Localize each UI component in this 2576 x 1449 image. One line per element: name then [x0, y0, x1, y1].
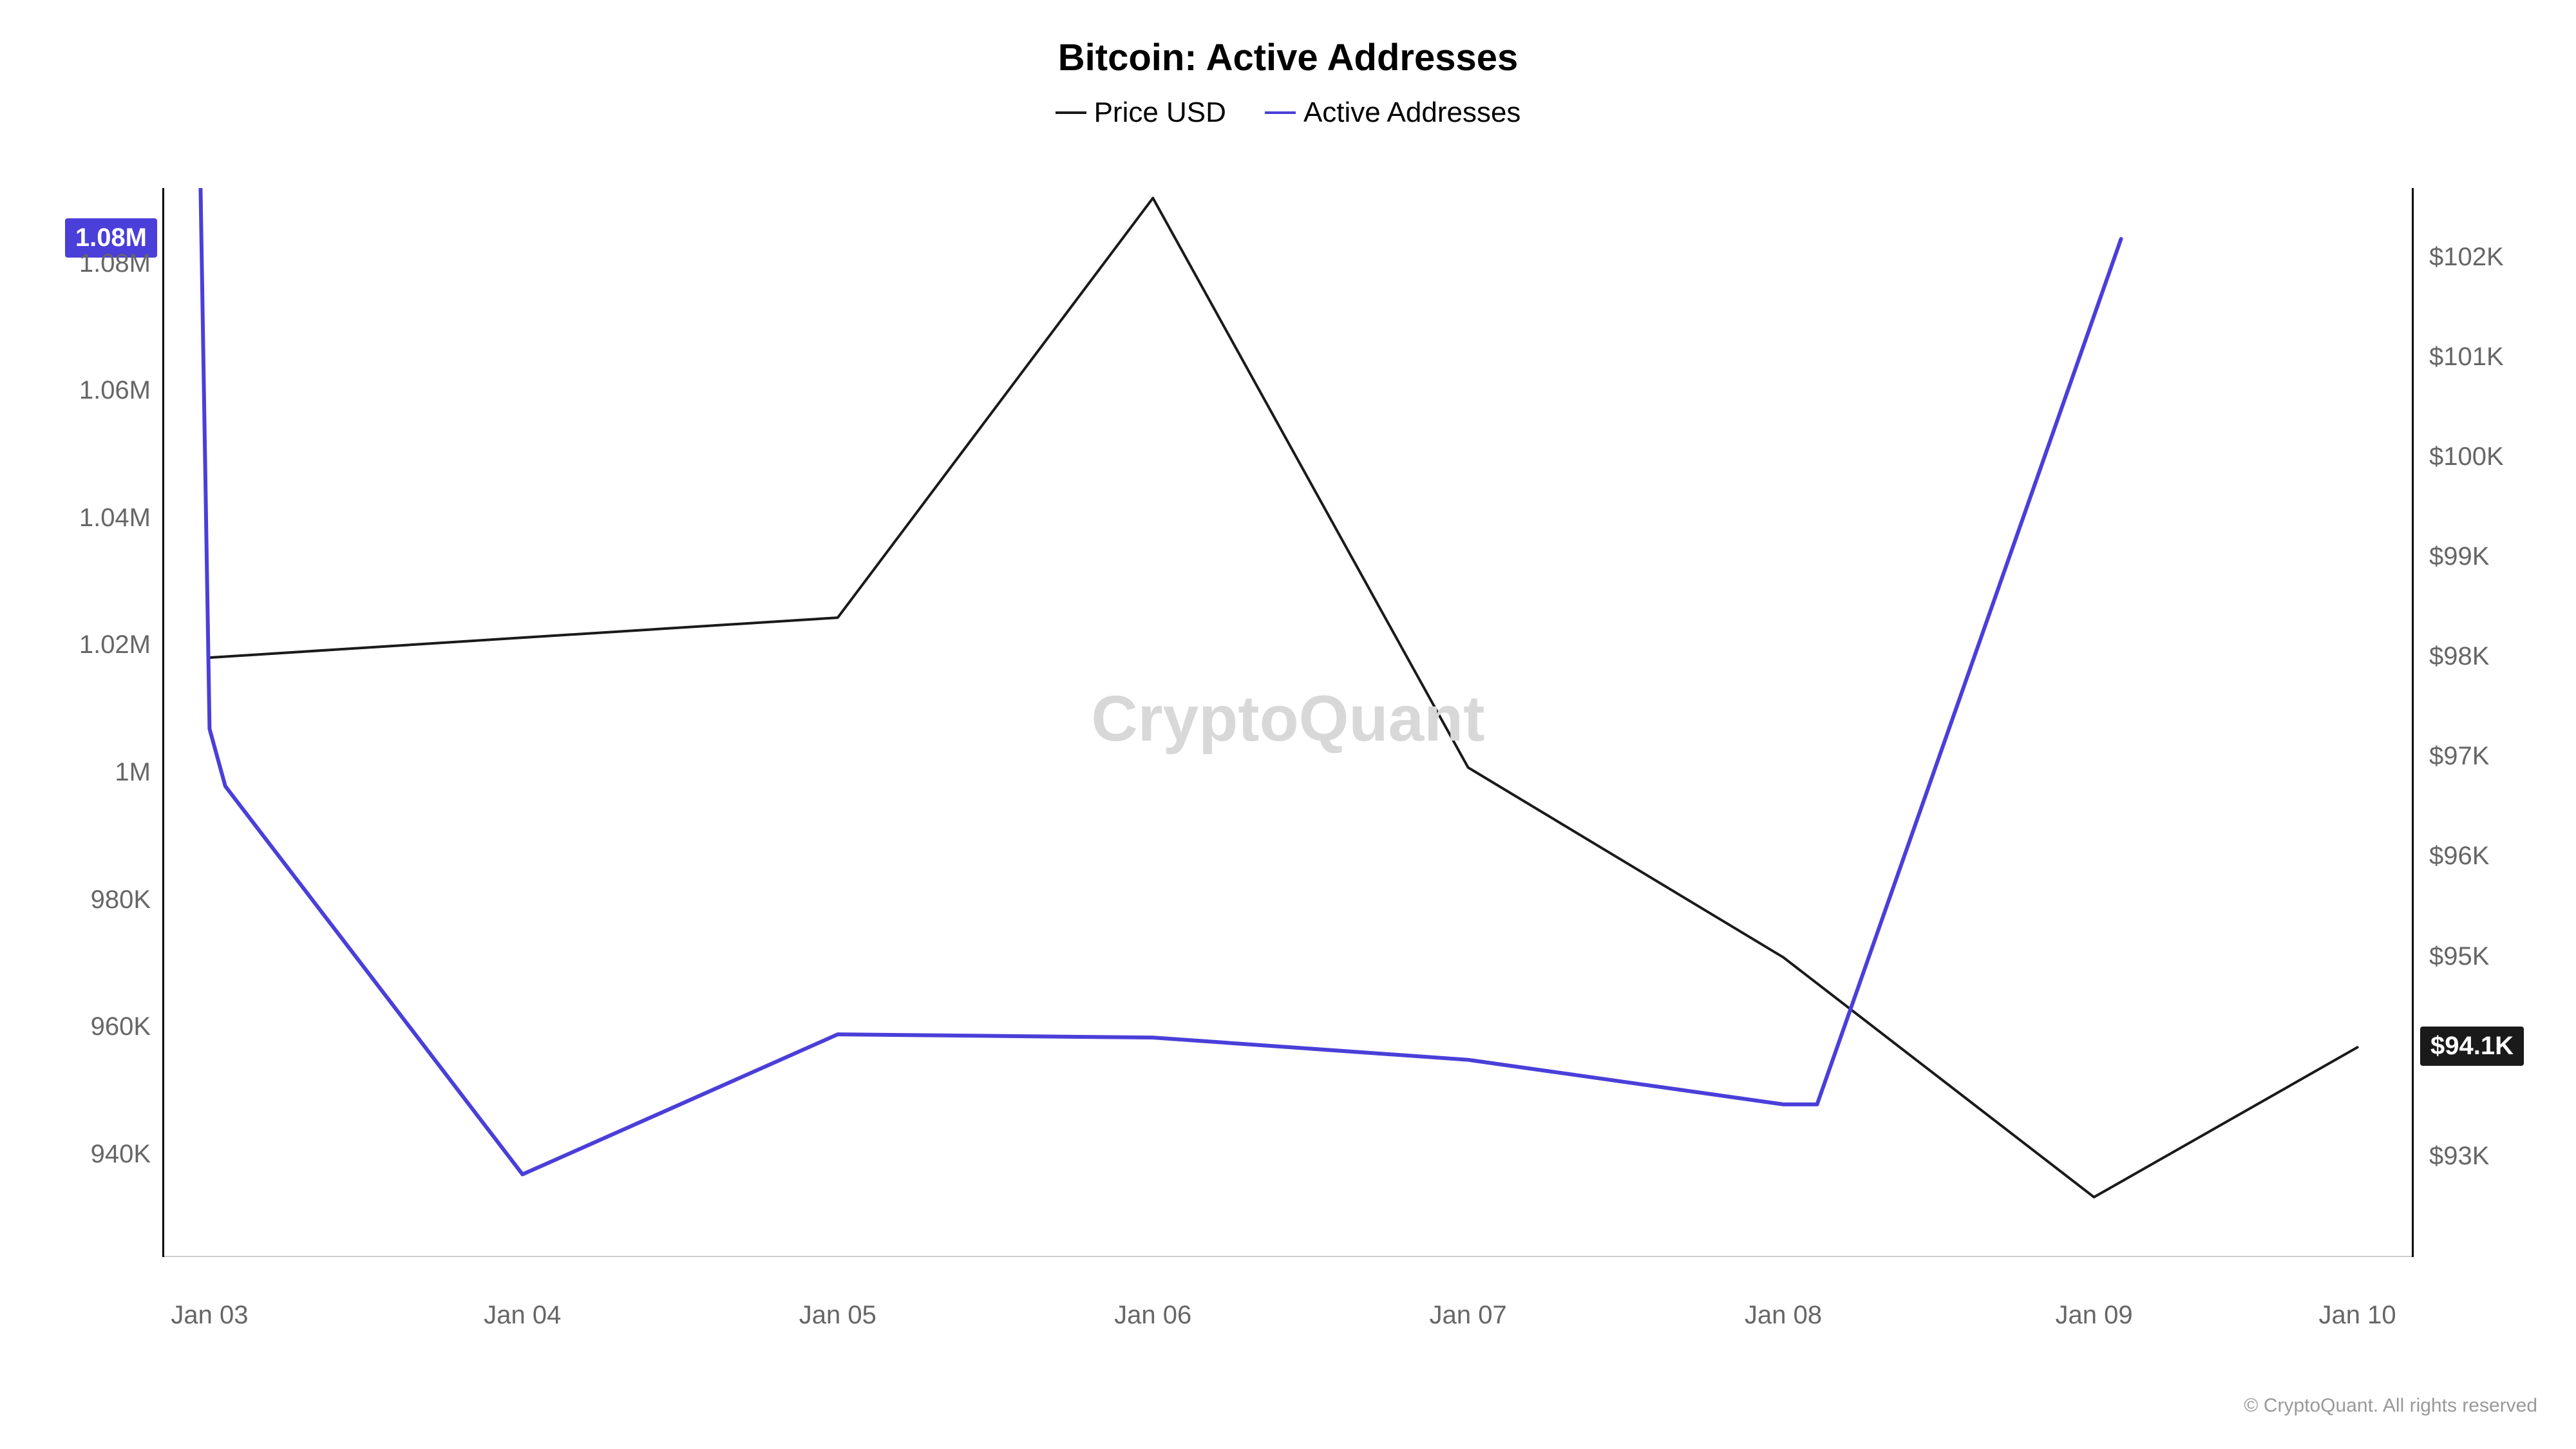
x-tick: Jan 03 — [171, 1301, 248, 1330]
copyright: © CryptoQuant. All rights reserved — [2244, 1395, 2537, 1417]
x-tick: Jan 06 — [1114, 1301, 1191, 1330]
right-badge-text: $94.1K — [2430, 1032, 2514, 1060]
y-left-tick: 1.08M — [79, 249, 151, 278]
y-right-tick: $98K — [2429, 642, 2489, 671]
y-right-tick: $93K — [2429, 1142, 2489, 1171]
x-tick: Jan 08 — [1745, 1301, 1822, 1330]
left-badge-text: 1.08M — [75, 223, 147, 252]
y-left-tick: 1.04M — [79, 504, 151, 533]
legend-swatch-price — [1056, 111, 1086, 114]
chart-container: Bitcoin: Active Addresses Price USD Acti… — [0, 0, 2576, 1449]
y-left-tick: 1.06M — [79, 376, 151, 405]
y-right-tick: $101K — [2429, 343, 2504, 372]
plot-area: CryptoQuant — [162, 188, 2414, 1257]
chart-legend: Price USD Active Addresses — [0, 97, 2576, 129]
x-tick: Jan 10 — [2319, 1301, 2396, 1330]
x-tick: Jan 07 — [1430, 1301, 1507, 1330]
copyright-text: © CryptoQuant. All rights reserved — [2244, 1395, 2537, 1416]
y-right-tick: $96K — [2429, 842, 2489, 871]
y-right-tick: $97K — [2429, 742, 2489, 771]
y-right-tick: $95K — [2429, 942, 2489, 971]
x-tick: Jan 04 — [484, 1301, 561, 1330]
x-tick: Jan 09 — [2056, 1301, 2133, 1330]
legend-label-active: Active Addresses — [1303, 97, 1521, 129]
legend-item-price[interactable]: Price USD — [1056, 97, 1226, 129]
y-right-tick: $99K — [2429, 542, 2489, 571]
y-right-tick: $100K — [2429, 442, 2504, 471]
y-left-tick: 1.02M — [79, 630, 151, 659]
chart-title-text: Bitcoin: Active Addresses — [1058, 37, 1518, 79]
y-left-tick: 940K — [91, 1140, 151, 1169]
legend-swatch-active — [1265, 111, 1296, 114]
right-axis-current-badge: $94.1K — [2420, 1027, 2524, 1066]
y-right-tick: $102K — [2429, 243, 2504, 272]
chart-svg — [162, 188, 2414, 1257]
y-left-tick: 980K — [91, 886, 151, 914]
y-left-tick: 960K — [91, 1012, 151, 1041]
chart-title: Bitcoin: Active Addresses — [0, 36, 2576, 79]
y-left-tick: 1M — [115, 758, 151, 787]
x-tick: Jan 05 — [799, 1301, 876, 1330]
legend-label-price: Price USD — [1094, 97, 1226, 129]
legend-item-active-addresses[interactable]: Active Addresses — [1265, 97, 1521, 129]
